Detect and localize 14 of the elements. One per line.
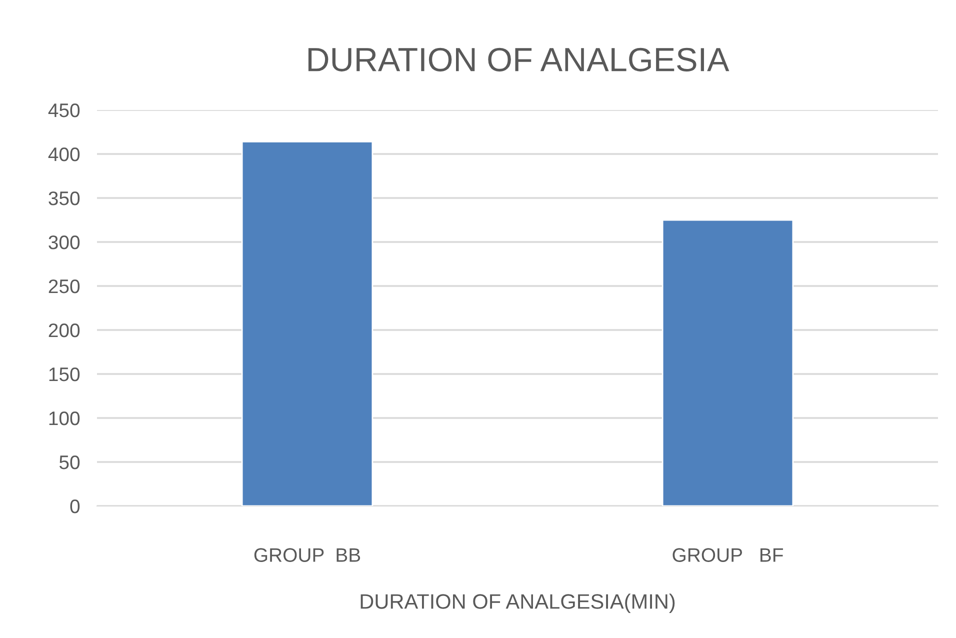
y-tick-label: 450 <box>48 103 80 118</box>
x-tick-label: GROUP BB <box>254 548 360 562</box>
y-tick-label: 400 <box>48 147 80 162</box>
y-tick-label: 150 <box>49 367 80 382</box>
y-tick-label: 200 <box>48 323 80 338</box>
y-tick-label: 0 <box>70 499 80 514</box>
x-axis-title: DURATION OF ANALGESIA(MIN) <box>360 594 675 613</box>
y-tick-label: 300 <box>48 235 80 250</box>
y-tick-label: 250 <box>48 279 80 294</box>
y-tick-label: 50 <box>59 455 80 470</box>
chart-title: DURATION OF ANALGESIA <box>308 48 730 72</box>
x-tick-label: GROUP BF <box>672 548 783 562</box>
y-tick-label: 350 <box>48 191 80 206</box>
y-tick-label: 100 <box>49 411 80 426</box>
